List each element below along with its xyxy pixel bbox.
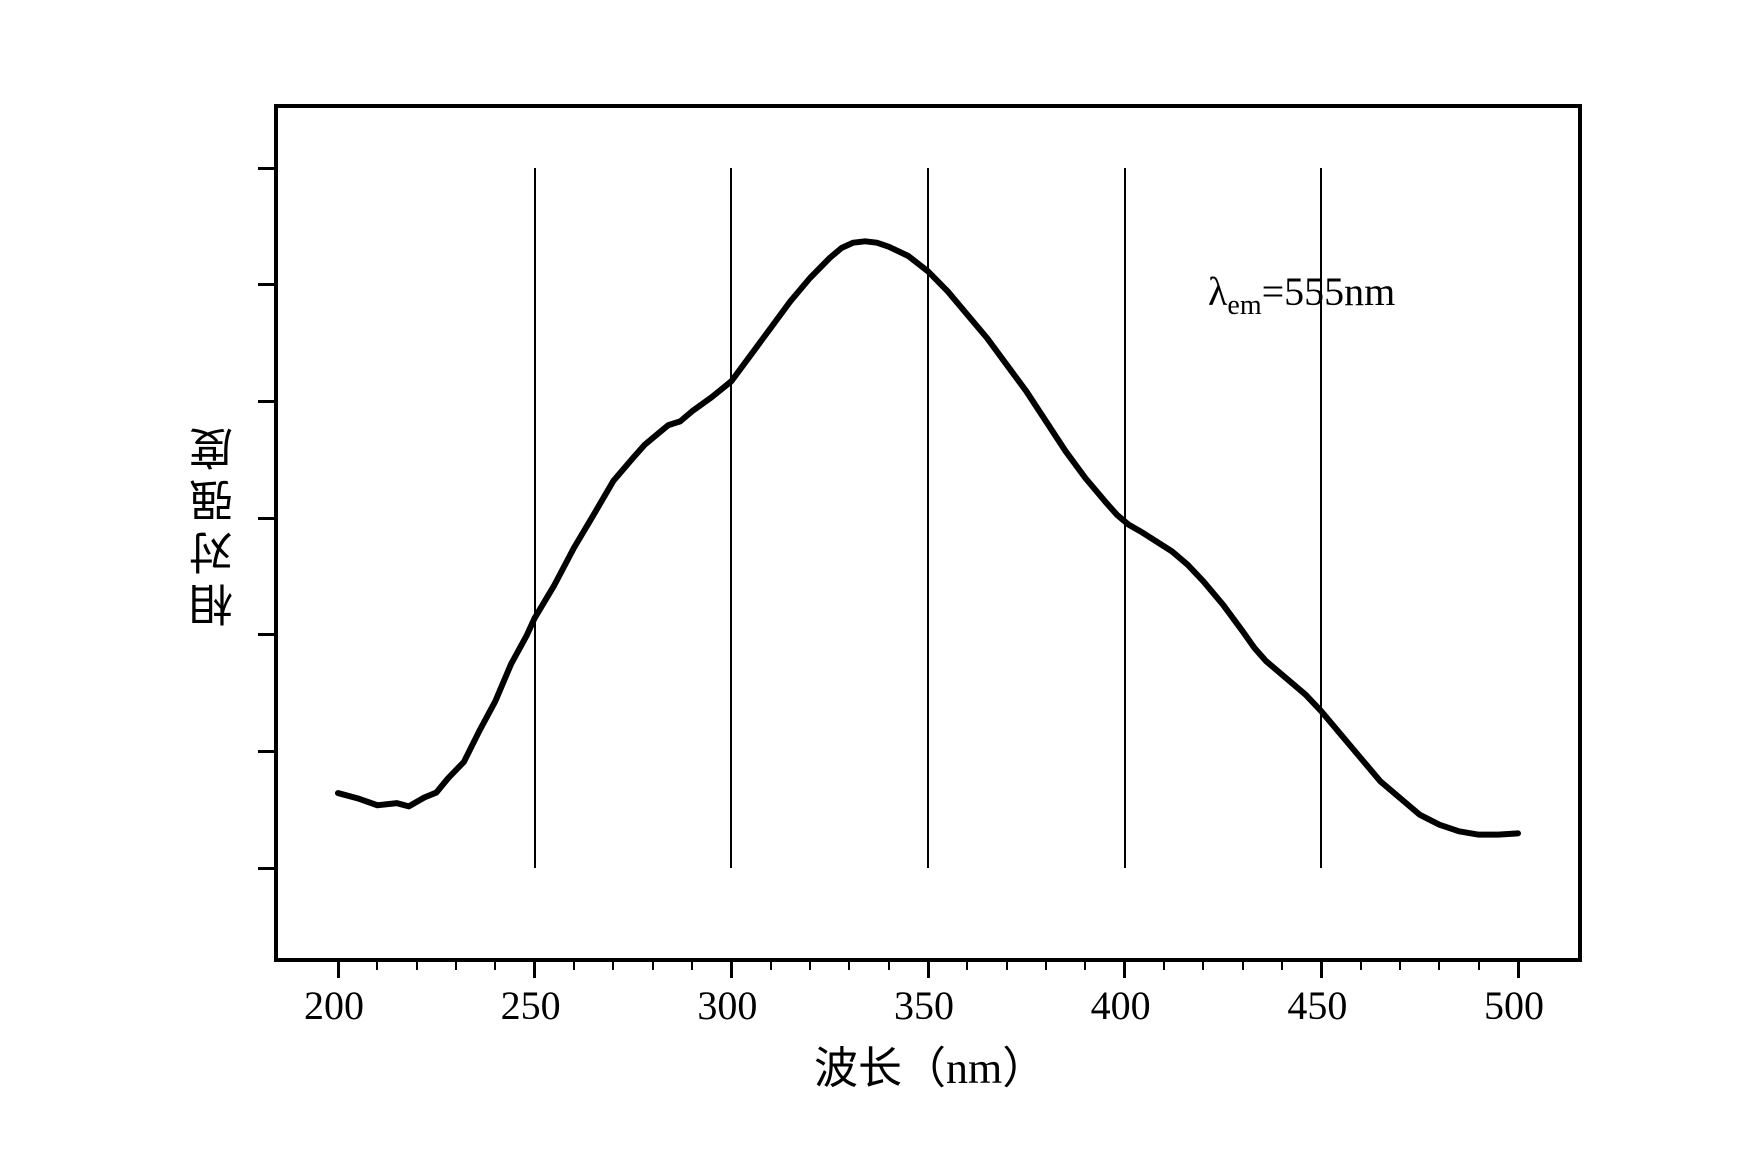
x-tick-minor bbox=[848, 958, 850, 970]
x-tick-minor bbox=[888, 958, 890, 970]
y-tick bbox=[258, 283, 278, 286]
x-tick-minor bbox=[1084, 958, 1086, 970]
x-tick-minor bbox=[1438, 958, 1440, 970]
plot-area: λem=555nm bbox=[338, 168, 1518, 868]
x-tick-label: 400 bbox=[1091, 982, 1151, 1029]
y-tick bbox=[258, 517, 278, 520]
x-tick-minor bbox=[455, 958, 457, 970]
x-tick-major bbox=[533, 958, 536, 978]
y-tick bbox=[258, 400, 278, 403]
gridline bbox=[1320, 168, 1322, 868]
x-tick-minor bbox=[1163, 958, 1165, 970]
x-tick-minor bbox=[494, 958, 496, 970]
x-tick-major bbox=[1320, 958, 1323, 978]
x-tick-label: 300 bbox=[697, 982, 757, 1029]
chart-frame: λem=555nm bbox=[274, 104, 1582, 962]
x-tick-label: 250 bbox=[501, 982, 561, 1029]
x-tick-minor bbox=[1478, 958, 1480, 970]
spectrum-chart: λem=555nm 相对强度 波长（nm） 200250300350400450… bbox=[124, 84, 1624, 1084]
x-tick-minor bbox=[416, 958, 418, 970]
y-axis-title: 相对强度 bbox=[184, 419, 248, 627]
gridline bbox=[534, 168, 536, 868]
x-tick-minor bbox=[376, 958, 378, 970]
x-tick-minor bbox=[652, 958, 654, 970]
x-tick-label: 350 bbox=[894, 982, 954, 1029]
x-tick-label: 500 bbox=[1484, 982, 1544, 1029]
gridline bbox=[730, 168, 732, 868]
x-tick-minor bbox=[1281, 958, 1283, 970]
x-tick-minor bbox=[770, 958, 772, 970]
x-tick-minor bbox=[966, 958, 968, 970]
y-tick bbox=[258, 867, 278, 870]
y-tick bbox=[258, 633, 278, 636]
x-tick-minor bbox=[612, 958, 614, 970]
x-tick-major bbox=[1517, 958, 1520, 978]
x-axis-title: 波长（nm） bbox=[814, 1032, 1046, 1096]
x-tick-minor bbox=[1360, 958, 1362, 970]
x-tick-major bbox=[730, 958, 733, 978]
x-tick-major bbox=[1123, 958, 1126, 978]
x-tick-minor bbox=[809, 958, 811, 970]
gridline bbox=[927, 168, 929, 868]
x-tick-minor bbox=[1006, 958, 1008, 970]
gridline bbox=[1124, 168, 1126, 868]
x-tick-label: 200 bbox=[304, 982, 364, 1029]
x-tick-minor bbox=[573, 958, 575, 970]
x-tick-minor bbox=[1242, 958, 1244, 970]
x-tick-major bbox=[337, 958, 340, 978]
x-tick-major bbox=[927, 958, 930, 978]
y-tick bbox=[258, 167, 278, 170]
x-tick-minor bbox=[1045, 958, 1047, 970]
x-tick-minor bbox=[1202, 958, 1204, 970]
emission-annotation: λem=555nm bbox=[1208, 268, 1395, 322]
y-tick bbox=[258, 750, 278, 753]
x-tick-minor bbox=[1399, 958, 1401, 970]
x-tick-minor bbox=[691, 958, 693, 970]
x-tick-label: 450 bbox=[1287, 982, 1347, 1029]
